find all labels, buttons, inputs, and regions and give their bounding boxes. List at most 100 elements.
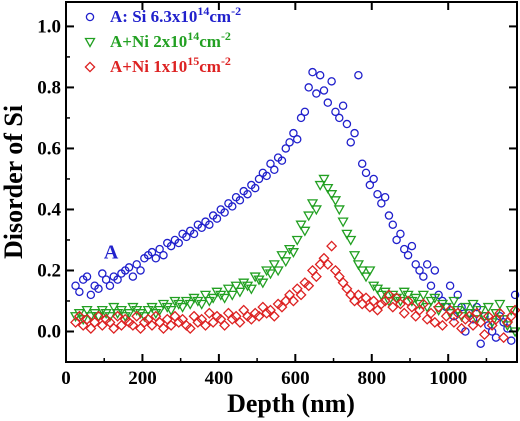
data-point (115, 305, 128, 316)
data-point (222, 284, 235, 295)
data-point (322, 183, 334, 194)
data-point (253, 310, 265, 322)
data-point (459, 302, 472, 313)
data-point (250, 183, 260, 193)
data-point (285, 138, 294, 147)
data-point (407, 241, 417, 251)
data-point (445, 281, 455, 290)
data-point (433, 301, 445, 313)
data-point (82, 272, 92, 281)
data-point (369, 174, 378, 184)
data-point (463, 310, 475, 322)
data-point (131, 310, 143, 322)
data-point (92, 310, 105, 322)
legend-label-exponent: 14 (187, 29, 199, 43)
data-point (373, 189, 382, 199)
data-point (375, 290, 387, 301)
data-point (138, 316, 150, 328)
data-point (337, 277, 349, 289)
data-point (182, 232, 191, 242)
data-point (398, 287, 410, 298)
data-point (264, 269, 277, 280)
data-point (108, 302, 120, 313)
data-point (92, 312, 105, 323)
data-point (212, 214, 222, 223)
data-point (331, 107, 340, 117)
data-point (287, 295, 299, 307)
data-point (261, 266, 273, 277)
data-point (509, 304, 520, 316)
data-point (184, 299, 196, 310)
axes: 0 200 400 600 800 1000 0.0 0.2 0.4 0.6 0.8 1.0 (37, 2, 517, 389)
data-point (425, 296, 437, 307)
data-point (425, 307, 437, 319)
data-point (338, 101, 348, 110)
legend-marker (85, 12, 95, 22)
data-point (146, 319, 158, 331)
data-point (71, 281, 80, 290)
data-point (326, 240, 338, 252)
data-point (352, 289, 364, 301)
data-point (494, 299, 506, 310)
data-point (430, 266, 440, 275)
data-point (346, 138, 355, 147)
data-point (419, 272, 428, 281)
data-point (192, 316, 204, 328)
data-point (452, 307, 464, 319)
data-point (329, 264, 341, 276)
data-point (261, 307, 273, 319)
data-point (444, 304, 456, 316)
data-point (69, 312, 82, 323)
data-point (112, 310, 124, 322)
data-point (494, 307, 506, 319)
data-point (456, 322, 468, 334)
data-point (335, 113, 344, 123)
data-point (318, 252, 330, 264)
data-point (230, 281, 242, 292)
data-point (360, 292, 372, 304)
data-point (303, 280, 315, 292)
data-point (436, 319, 448, 331)
data-point (482, 310, 494, 322)
data-point (215, 290, 227, 301)
legend-label-unit-exponent: -2 (221, 29, 231, 43)
data-point (180, 296, 193, 307)
x-tick-label: 400 (205, 368, 234, 389)
data-point (281, 144, 291, 153)
data-point (388, 220, 398, 229)
legend-label: A+Ni 2x1014cm-2 (110, 29, 231, 51)
data-point (146, 302, 158, 313)
data-point (203, 307, 215, 319)
data-point (75, 287, 84, 297)
data-point (226, 313, 238, 325)
data-point (304, 83, 313, 92)
annotation-label: A (104, 241, 119, 263)
data-point (410, 293, 422, 304)
data-point (169, 296, 181, 307)
data-point (73, 310, 85, 322)
data-point (81, 313, 93, 325)
data-point (406, 296, 418, 307)
x-tick-label: 0 (61, 368, 71, 389)
data-point (238, 278, 250, 289)
data-point (108, 322, 120, 334)
data-point (268, 260, 280, 271)
data-point (371, 284, 384, 295)
data-point (219, 319, 231, 331)
legend-label-main: A+Ni 1x10 (110, 57, 187, 76)
data-point (406, 301, 418, 313)
data-point (234, 287, 246, 298)
data-point (377, 199, 386, 208)
data-point (142, 305, 154, 316)
data-point (380, 193, 390, 202)
y-tick-label: 0.0 (37, 321, 61, 342)
data-point (303, 211, 315, 222)
legend: A: Si 6.3x1014cm-2A+Ni 2x1014cm-2A+Ni 1x… (84, 4, 241, 76)
x-tick-label: 1000 (429, 368, 467, 389)
legend-label-exponent: 14 (197, 4, 209, 18)
legend-label-unit-exponent: -2 (221, 54, 231, 68)
data-point (429, 293, 441, 304)
data-point (345, 235, 357, 246)
data-point (188, 293, 200, 304)
data-point (100, 309, 112, 320)
